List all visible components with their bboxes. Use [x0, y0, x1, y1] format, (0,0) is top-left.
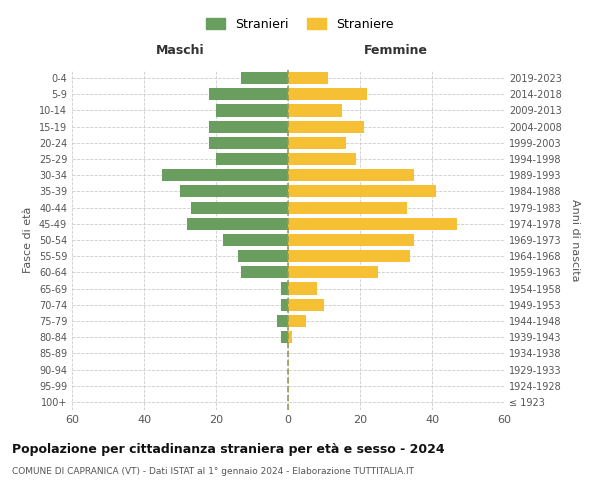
Y-axis label: Anni di nascita: Anni di nascita: [570, 198, 580, 281]
Bar: [241, 266, 288, 278]
Bar: [277, 315, 288, 327]
Bar: [238, 250, 288, 262]
Bar: [288, 120, 364, 132]
Bar: [288, 315, 306, 327]
Bar: [288, 202, 407, 213]
Bar: [288, 72, 328, 84]
Bar: [288, 104, 342, 117]
Bar: [288, 234, 414, 246]
Bar: [288, 186, 436, 198]
Bar: [288, 153, 356, 165]
Bar: [223, 234, 288, 246]
Y-axis label: Fasce di età: Fasce di età: [23, 207, 33, 273]
Text: COMUNE DI CAPRANICA (VT) - Dati ISTAT al 1° gennaio 2024 - Elaborazione TUTTITAL: COMUNE DI CAPRANICA (VT) - Dati ISTAT al…: [12, 468, 414, 476]
Bar: [281, 331, 288, 343]
Text: Maschi: Maschi: [155, 44, 205, 57]
Bar: [209, 137, 288, 149]
Bar: [288, 298, 324, 311]
Bar: [191, 202, 288, 213]
Bar: [288, 250, 410, 262]
Bar: [281, 282, 288, 294]
Bar: [288, 137, 346, 149]
Bar: [288, 218, 457, 230]
Bar: [288, 282, 317, 294]
Bar: [187, 218, 288, 230]
Bar: [241, 72, 288, 84]
Bar: [162, 169, 288, 181]
Bar: [288, 266, 378, 278]
Bar: [288, 169, 414, 181]
Bar: [216, 153, 288, 165]
Bar: [216, 104, 288, 117]
Bar: [180, 186, 288, 198]
Text: Femmine: Femmine: [364, 44, 428, 57]
Legend: Stranieri, Straniere: Stranieri, Straniere: [200, 11, 400, 37]
Bar: [288, 331, 292, 343]
Bar: [209, 88, 288, 101]
Bar: [209, 120, 288, 132]
Bar: [281, 298, 288, 311]
Text: Popolazione per cittadinanza straniera per età e sesso - 2024: Popolazione per cittadinanza straniera p…: [12, 442, 445, 456]
Bar: [288, 88, 367, 101]
